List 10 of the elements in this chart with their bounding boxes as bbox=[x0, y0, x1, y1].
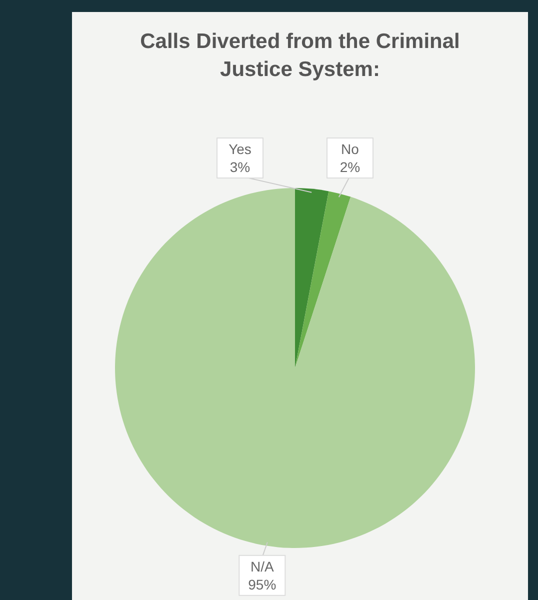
data-label: 2% bbox=[340, 159, 360, 175]
data-label: 95% bbox=[248, 576, 276, 592]
slice-label: Yes bbox=[228, 141, 252, 157]
data-label: 3% bbox=[230, 159, 250, 175]
pie-slice bbox=[295, 188, 329, 368]
chart-title: Calls Diverted from the Criminal Justice System: bbox=[140, 30, 460, 81]
slice-label: No bbox=[341, 141, 360, 157]
pie-slice bbox=[295, 191, 351, 368]
pie-slice bbox=[115, 188, 475, 548]
slice-label: N/A bbox=[250, 558, 274, 574]
